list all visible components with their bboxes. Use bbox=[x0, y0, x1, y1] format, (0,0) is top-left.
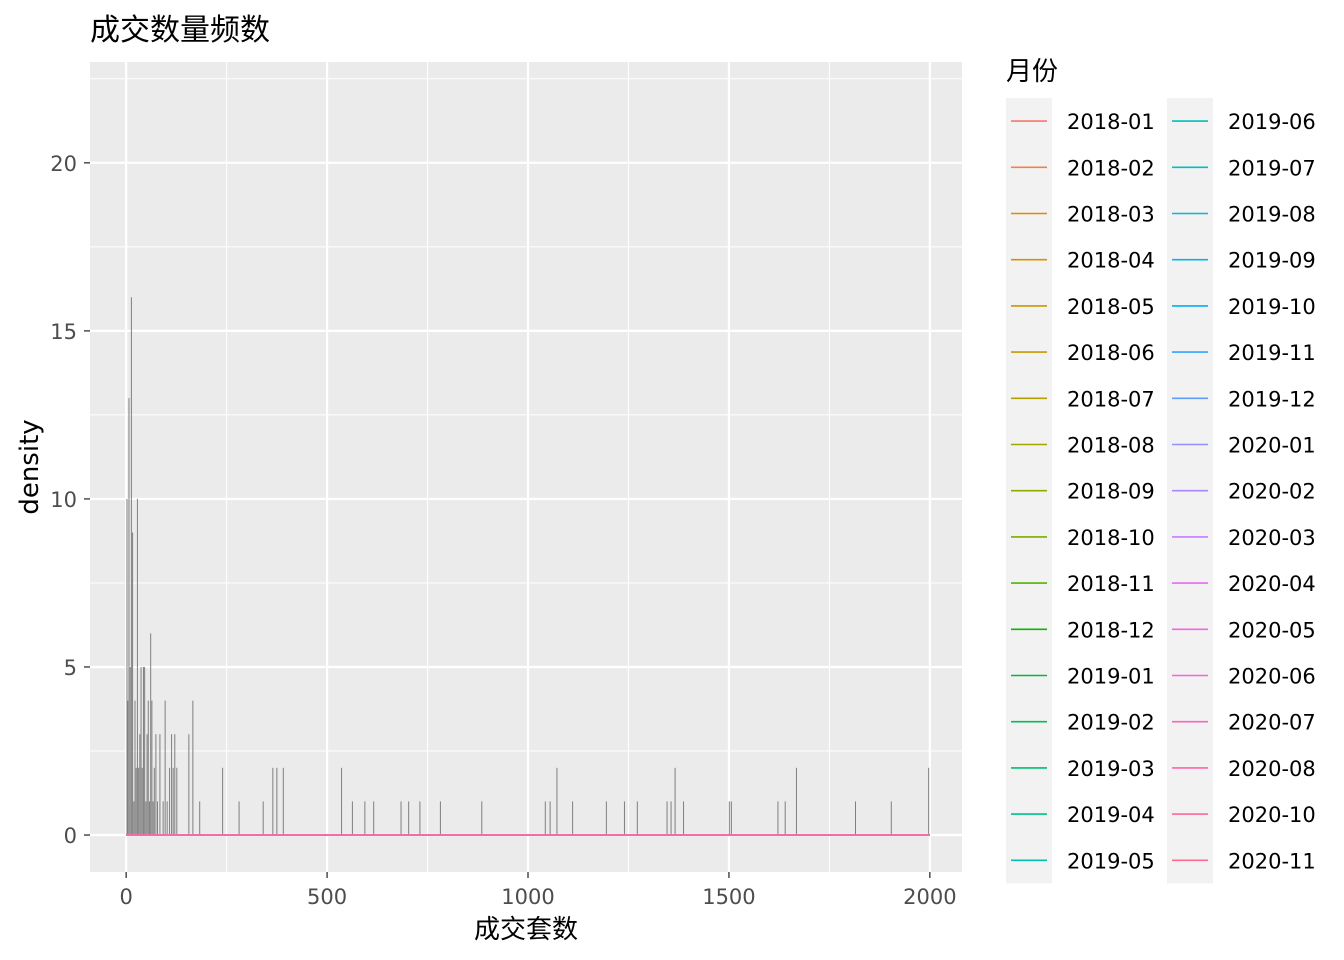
legend-label: 2018-04 bbox=[1067, 249, 1155, 273]
x-tick-label: 1500 bbox=[702, 885, 755, 909]
legend-label: 2020-04 bbox=[1228, 572, 1316, 596]
legend-label: 2019-07 bbox=[1228, 156, 1316, 180]
legend-label: 2019-12 bbox=[1228, 387, 1316, 411]
y-axis-ticks: 0 5 10 15 20 bbox=[50, 152, 90, 848]
legend-label: 2018-09 bbox=[1067, 480, 1155, 504]
legend-label: 2019-06 bbox=[1228, 110, 1316, 134]
legend-label: 2019-09 bbox=[1228, 249, 1316, 273]
chart-title: 成交数量频数 bbox=[90, 13, 270, 48]
minor-gridlines bbox=[90, 62, 962, 872]
legend-label: 2018-12 bbox=[1067, 618, 1155, 642]
legend-label: 2019-10 bbox=[1228, 295, 1316, 319]
plot-panel bbox=[90, 62, 962, 872]
legend-label: 2019-01 bbox=[1067, 665, 1155, 689]
legend-title: 月份 bbox=[1006, 57, 1058, 87]
legend-label: 2020-03 bbox=[1228, 526, 1316, 550]
x-axis-ticks: 0 500 1000 1500 2000 bbox=[119, 872, 957, 909]
legend-label: 2018-01 bbox=[1067, 110, 1155, 134]
legend-label: 2020-02 bbox=[1228, 480, 1316, 504]
legend-label: 2019-04 bbox=[1067, 803, 1155, 827]
legend-label: 2018-10 bbox=[1067, 526, 1155, 550]
legend-label: 2018-11 bbox=[1067, 572, 1155, 596]
legend-label: 2018-08 bbox=[1067, 434, 1155, 458]
y-tick-label: 20 bbox=[50, 152, 77, 176]
legend-label: 2019-08 bbox=[1228, 203, 1316, 227]
legend-label: 2019-11 bbox=[1228, 341, 1316, 365]
x-tick-label: 0 bbox=[119, 885, 132, 909]
legend-label: 2018-07 bbox=[1067, 387, 1155, 411]
legend-label: 2018-03 bbox=[1067, 203, 1155, 227]
y-tick-label: 0 bbox=[64, 824, 77, 848]
y-tick-label: 5 bbox=[64, 656, 77, 680]
legend-label: 2020-01 bbox=[1228, 434, 1316, 458]
legend-label: 2019-05 bbox=[1067, 849, 1155, 873]
legend-label: 2020-06 bbox=[1228, 665, 1316, 689]
legend-label: 2019-03 bbox=[1067, 757, 1155, 781]
legend-label: 2020-07 bbox=[1228, 711, 1316, 735]
legend-label: 2020-11 bbox=[1228, 849, 1316, 873]
x-tick-label: 500 bbox=[307, 885, 347, 909]
legend-label: 2020-05 bbox=[1228, 618, 1316, 642]
legend: 2018-01 2018-02 2018-03 2018-04 2018-05 2018-… bbox=[1006, 98, 1316, 884]
x-tick-label: 1000 bbox=[501, 885, 554, 909]
y-tick-label: 10 bbox=[50, 488, 77, 512]
x-tick-label: 2000 bbox=[903, 885, 956, 909]
legend-label: 2018-05 bbox=[1067, 295, 1155, 319]
y-axis-label: density bbox=[15, 419, 45, 514]
legend-label: 2019-02 bbox=[1067, 711, 1155, 735]
legend-label: 2020-08 bbox=[1228, 757, 1316, 781]
major-gridlines bbox=[90, 62, 962, 872]
y-tick-label: 15 bbox=[50, 320, 77, 344]
histogram-bars bbox=[126, 297, 930, 836]
x-axis-label: 成交套数 bbox=[474, 915, 578, 945]
legend-label: 2018-06 bbox=[1067, 341, 1155, 365]
legend-label: 2018-02 bbox=[1067, 156, 1155, 180]
legend-label: 2020-10 bbox=[1228, 803, 1316, 827]
